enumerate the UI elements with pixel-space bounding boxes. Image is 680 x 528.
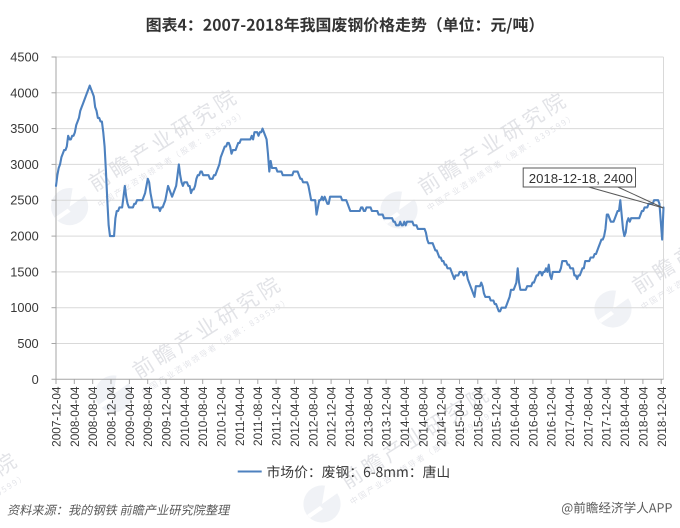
svg-text:3000: 3000	[10, 157, 38, 172]
svg-text:2018-12-04: 2018-12-04	[655, 386, 669, 447]
svg-text:2009-08-04: 2009-08-04	[141, 386, 155, 447]
svg-text:2007-12-04: 2007-12-04	[50, 386, 64, 447]
svg-text:0: 0	[32, 372, 39, 387]
svg-text:2016-08-04: 2016-08-04	[526, 386, 540, 447]
svg-text:2013-08-04: 2013-08-04	[361, 386, 375, 447]
svg-text:2015-12-04: 2015-12-04	[490, 386, 504, 447]
svg-text:2008-08-04: 2008-08-04	[86, 386, 100, 447]
svg-text:2015-04-04: 2015-04-04	[453, 386, 467, 447]
svg-text:500: 500	[17, 336, 38, 351]
svg-text:2014-08-04: 2014-08-04	[416, 386, 430, 447]
svg-text:2017-12-04: 2017-12-04	[600, 386, 614, 447]
svg-text:2012-12-04: 2012-12-04	[325, 386, 339, 447]
svg-text:2009-04-04: 2009-04-04	[123, 386, 137, 447]
svg-text:4500: 4500	[10, 50, 38, 65]
svg-text:2016-04-04: 2016-04-04	[508, 386, 522, 447]
svg-text:2015-08-04: 2015-08-04	[471, 386, 485, 447]
svg-text:2012-08-04: 2012-08-04	[306, 386, 320, 447]
svg-text:2018-12-18, 2400: 2018-12-18, 2400	[529, 171, 633, 186]
svg-text:2014-04-04: 2014-04-04	[398, 386, 412, 447]
svg-text:2018-04-04: 2018-04-04	[618, 386, 632, 447]
svg-text:2017-04-04: 2017-04-04	[563, 386, 577, 447]
svg-text:2011-12-04: 2011-12-04	[270, 386, 284, 446]
svg-text:2013-12-04: 2013-12-04	[380, 386, 394, 447]
svg-text:2008-12-04: 2008-12-04	[105, 386, 119, 447]
svg-text:2013-04-04: 2013-04-04	[343, 386, 357, 447]
svg-text:1500: 1500	[10, 264, 38, 279]
svg-text:2018-08-04: 2018-08-04	[636, 386, 650, 447]
svg-text:2017-08-04: 2017-08-04	[581, 386, 595, 447]
svg-text:2014-12-04: 2014-12-04	[435, 386, 449, 447]
svg-text:2000: 2000	[10, 229, 38, 244]
svg-text:2016-12-04: 2016-12-04	[545, 386, 559, 447]
svg-text:2010-08-04: 2010-08-04	[196, 386, 210, 447]
svg-text:3500: 3500	[10, 121, 38, 136]
svg-text:2008-04-04: 2008-04-04	[68, 386, 82, 447]
svg-text:2009-12-04: 2009-12-04	[160, 386, 174, 447]
svg-text:2010-12-04: 2010-12-04	[215, 386, 229, 447]
svg-text:2012-04-04: 2012-04-04	[288, 386, 302, 447]
svg-text:1000: 1000	[10, 300, 38, 315]
svg-text:2010-04-04: 2010-04-04	[178, 386, 192, 447]
svg-text:4000: 4000	[10, 85, 38, 100]
svg-text:2011-04-04: 2011-04-04	[233, 386, 247, 446]
svg-text:2500: 2500	[10, 193, 38, 208]
svg-text:2011-08-04: 2011-08-04	[251, 386, 265, 446]
